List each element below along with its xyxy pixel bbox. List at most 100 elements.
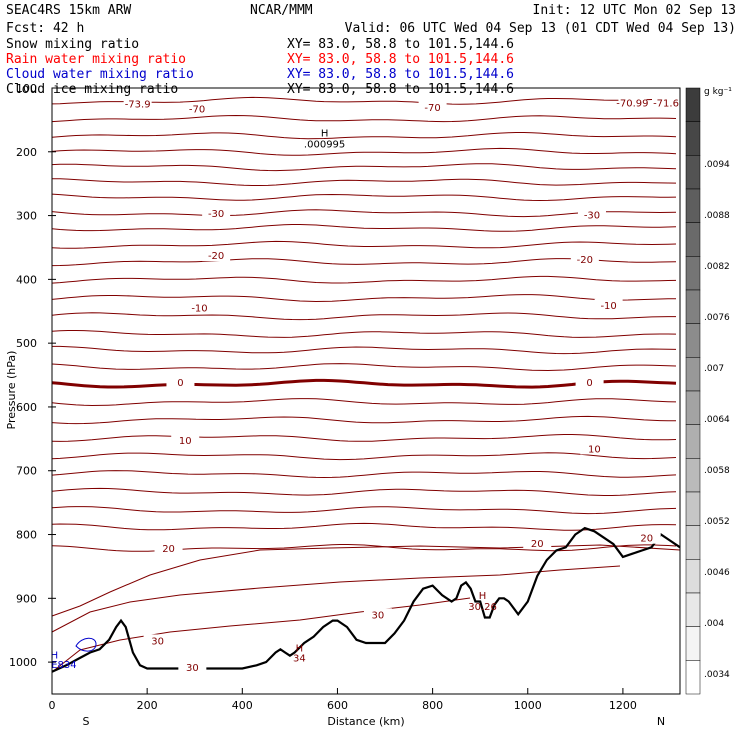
forecast-hour: Fcst: 42 h xyxy=(6,21,84,36)
extremum-annotation: H xyxy=(479,591,487,602)
colorbar-label: .0052 xyxy=(704,517,730,527)
colorbar-bin xyxy=(685,491,701,526)
isotherm-label-bg xyxy=(632,531,661,544)
colorbar-bin xyxy=(685,323,701,358)
y-tick-label: 1000 xyxy=(9,656,37,669)
isotherm-contour xyxy=(51,330,677,338)
isotherm-contour xyxy=(51,294,676,303)
isotherm-label-bg xyxy=(523,536,552,549)
extremum-annotation: H xyxy=(296,643,304,654)
isotherm-contour xyxy=(51,522,677,531)
y-tick-label: 900 xyxy=(16,592,37,605)
y-axis-title: Pressure (hPa) xyxy=(5,351,18,430)
colorbar-bin xyxy=(685,155,701,190)
y-tick-label: 300 xyxy=(16,210,37,223)
isotherm-label: -70 xyxy=(424,103,440,114)
x-tick-label: 400 xyxy=(232,699,253,712)
y-tick-label: 400 xyxy=(16,273,37,286)
colorbar-label: .0058 xyxy=(704,466,730,476)
isotherm-label: -73.9 xyxy=(125,99,151,110)
colorbar-label: .0088 xyxy=(704,211,730,221)
isotherm-label-bg xyxy=(171,434,200,447)
field-label-snow: Snow mixing ratio xyxy=(6,37,139,52)
isotherm-label: 0 xyxy=(177,378,183,389)
isotherm-contour xyxy=(51,114,677,123)
colorbar-label: .0046 xyxy=(704,568,730,578)
isotherm-label: 30 xyxy=(151,636,164,647)
field-xy-rain: XY= 83.0, 58.8 to 101.5,144.6 xyxy=(287,52,514,67)
isotherm-label-bg xyxy=(577,208,606,221)
y-tick-label-top: 100 xyxy=(16,82,37,95)
isotherm-contour xyxy=(51,132,677,140)
isotherm-contour xyxy=(51,224,677,232)
isotherm-contour xyxy=(51,275,677,284)
isotherm-label-bg xyxy=(418,101,447,114)
extremum-annotation: H xyxy=(321,129,329,140)
colorbar-bin xyxy=(685,357,701,392)
isotherm-label: -70.99 xyxy=(616,99,648,110)
isotherm-label: 10 xyxy=(588,444,601,455)
colorbar-label: .0082 xyxy=(704,262,730,272)
isotherm-label: -20 xyxy=(208,251,224,262)
colorbar-bin xyxy=(685,222,701,257)
colorbar-bin xyxy=(685,525,701,560)
isotherm-label: 10 xyxy=(179,436,192,447)
colorbar-label: .0076 xyxy=(704,313,730,323)
isotherm-label-bg xyxy=(183,102,212,115)
isotherm-contour xyxy=(51,193,677,202)
isotherm-contour xyxy=(51,470,677,479)
x-tick-label: 800 xyxy=(422,699,443,712)
isotherm-label: -10 xyxy=(191,303,207,314)
isotherm-contour xyxy=(51,163,677,172)
y-tick-label: 200 xyxy=(16,146,37,159)
isotherm-label: 20 xyxy=(162,544,175,555)
isotherm-label: 20 xyxy=(531,539,544,550)
field-xy-cloud-water: XY= 83.0, 58.8 to 101.5,144.6 xyxy=(287,67,514,82)
isotherm-contour xyxy=(51,240,677,249)
isotherm-label-bg xyxy=(178,661,207,674)
extremum-annotation: 34 xyxy=(293,654,306,665)
field-label-cloud-ice: Cloud ice mixing ratio xyxy=(6,82,178,97)
isotherm-contour xyxy=(51,506,677,515)
isotherm-label: -30 xyxy=(584,210,600,221)
isotherm-label-bg xyxy=(575,376,604,389)
isotherm-contour xyxy=(51,312,676,321)
extremum-annotation: H xyxy=(51,650,59,661)
center-title: NCAR/MMM xyxy=(250,3,313,18)
colorbar-bin xyxy=(685,121,701,156)
y-tick-label: 700 xyxy=(16,465,37,478)
init-time: Init: 12 UTC Mon 02 Sep 13 xyxy=(533,3,737,18)
isotherm-label-bg xyxy=(202,207,231,220)
isotherm-label-bg xyxy=(202,249,231,262)
isotherm-label: -70 xyxy=(189,104,205,115)
field-label-rain: Rain water mixing ratio xyxy=(6,52,186,67)
isotherm-label-bg xyxy=(185,301,214,314)
colorbar-unit: g kg⁻¹ xyxy=(704,87,732,97)
colorbar-bin xyxy=(685,87,701,122)
isotherm-label: -30 xyxy=(208,209,224,220)
isotherm-label: 30 xyxy=(186,663,199,674)
isotherm-contour xyxy=(51,434,677,442)
x-tick-label: 1200 xyxy=(609,699,637,712)
colorbar-label: .007 xyxy=(704,364,724,374)
colorbar-label: .004 xyxy=(704,619,724,629)
colorbar-label: .0094 xyxy=(704,160,730,170)
field-xy-snow: XY= 83.0, 58.8 to 101.5,144.6 xyxy=(287,37,514,52)
colorbar-bin xyxy=(685,289,701,324)
isotherm-contour xyxy=(51,565,621,633)
x-tick-label: 600 xyxy=(327,699,348,712)
isotherm-label-bg xyxy=(580,442,609,455)
terrain-line xyxy=(51,526,681,673)
x-tick-label: 200 xyxy=(137,699,158,712)
isotherm-label: -71.6 xyxy=(653,99,679,110)
colorbar-bin xyxy=(685,626,701,661)
isotherm-label-bg xyxy=(143,634,172,647)
extremum-annotation: 30.26 xyxy=(468,602,497,613)
isotherm-contour xyxy=(51,415,676,425)
isotherm-label-bg xyxy=(363,608,392,621)
isotherm-contour xyxy=(51,363,677,372)
axis-layer: 0 200 400 600 800 1000 12002003004005006007008… xyxy=(9,82,637,712)
isotherm-label-bg xyxy=(652,96,680,109)
y-tick-label: 600 xyxy=(16,401,37,414)
